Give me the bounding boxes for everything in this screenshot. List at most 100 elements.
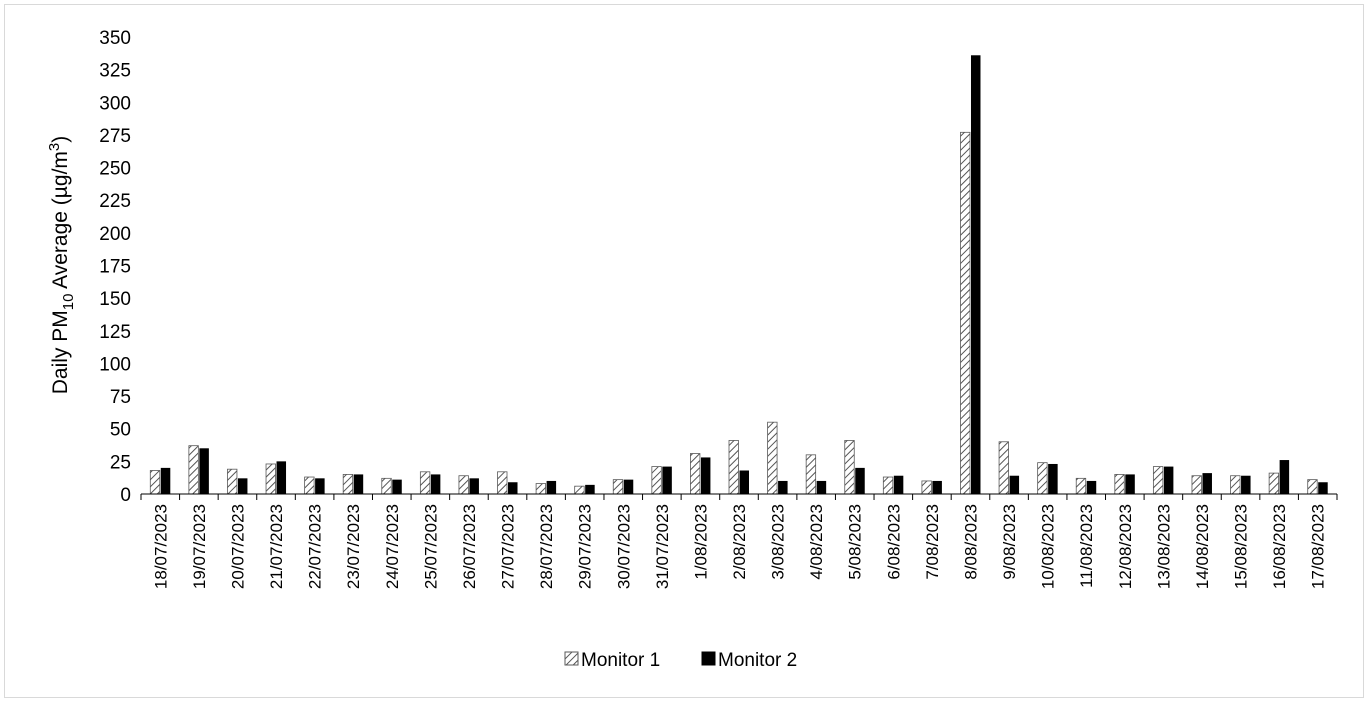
bar-monitor-2 <box>1086 480 1097 494</box>
x-tick-label: 30/07/2023 <box>614 504 633 589</box>
x-tick-label: 16/08/2023 <box>1270 504 1289 589</box>
y-tick-label: 25 <box>110 452 131 473</box>
x-tick-label: 20/07/2023 <box>228 504 247 589</box>
x-tick-label: 29/07/2023 <box>576 504 595 589</box>
x-axis <box>140 493 1338 500</box>
x-tick-label: 27/07/2023 <box>499 504 518 589</box>
x-tick-label: 3/08/2023 <box>769 504 788 580</box>
bar-monitor-1 <box>612 479 624 495</box>
bar-monitor-2 <box>1009 475 1020 494</box>
bar-monitor-1 <box>265 463 276 495</box>
bar-monitor-1 <box>1230 475 1241 495</box>
bar-monitor-2 <box>160 467 171 494</box>
x-tick-label: 12/08/2023 <box>1116 504 1135 589</box>
bar-monitor-2 <box>623 479 634 494</box>
x-tick-label: 6/08/2023 <box>884 504 903 580</box>
x-tick-label: 13/08/2023 <box>1154 504 1173 589</box>
bar-monitor-2 <box>1048 463 1058 494</box>
bar-monitor-1 <box>921 480 932 495</box>
bar-monitor-2 <box>1202 473 1212 494</box>
x-tick-label: 15/08/2023 <box>1232 504 1251 589</box>
y-tick-label: 275 <box>99 126 131 147</box>
bar-monitor-2 <box>700 457 711 494</box>
legend: Monitor 1 Monitor 2 <box>564 650 797 671</box>
bar-monitor-2 <box>855 467 865 494</box>
x-tick-label: 18/07/2023 <box>151 504 170 589</box>
bar-monitor-1 <box>651 466 662 495</box>
y-tick-label: 225 <box>99 191 131 212</box>
y-tick-label: 325 <box>99 61 131 82</box>
bar-monitor-2 <box>970 55 981 494</box>
x-tick-label: 25/07/2023 <box>421 504 440 589</box>
y-tick-label: 125 <box>99 322 131 343</box>
x-tick-label: 8/08/2023 <box>961 504 980 580</box>
bar-monitor-2 <box>816 480 827 494</box>
x-tick-label: 22/07/2023 <box>306 504 325 589</box>
legend-swatch-monitor-2 <box>701 651 716 666</box>
x-tick-label: 19/07/2023 <box>190 504 209 589</box>
bar-monitor-2 <box>392 479 402 494</box>
x-tick-label: 9/08/2023 <box>1000 504 1019 580</box>
bar-monitor-2 <box>276 461 287 494</box>
bar-monitor-1 <box>149 470 161 495</box>
bar-monitor-1 <box>960 131 971 495</box>
bar-monitor-2 <box>469 478 479 494</box>
bar-monitor-1 <box>1037 462 1048 495</box>
bar-monitor-1 <box>1075 477 1087 495</box>
legend-swatch-monitor-1 <box>564 651 579 666</box>
bar-monitor-2 <box>662 466 672 494</box>
y-tick-label: 100 <box>99 354 131 375</box>
bar-monitor-1 <box>497 471 508 495</box>
chart-frame <box>4 4 1364 698</box>
bar-monitor-2 <box>315 478 325 494</box>
bar-monitor-1 <box>458 475 469 495</box>
y-tick-label: 350 <box>99 28 131 49</box>
y-tick-label: 300 <box>99 93 131 114</box>
x-tick-label: 26/07/2023 <box>460 504 479 589</box>
x-tick-label: 24/07/2023 <box>383 504 402 589</box>
bar-monitor-1 <box>998 441 1009 495</box>
bars <box>149 55 1328 495</box>
y-tick-label: 75 <box>110 387 131 408</box>
bar-monitor-1 <box>1114 474 1125 495</box>
x-tick-label: 28/07/2023 <box>537 504 556 589</box>
x-tick-label: 1/08/2023 <box>691 504 710 580</box>
bar-monitor-2 <box>1125 474 1135 494</box>
bar-monitor-1 <box>419 471 431 495</box>
y-tick-label: 175 <box>99 257 131 278</box>
bar-monitor-2 <box>1163 466 1174 494</box>
bar-monitor-1 <box>882 476 894 495</box>
bar-monitor-2 <box>932 480 942 494</box>
bar-monitor-1 <box>304 476 315 495</box>
bar-monitor-2 <box>893 475 904 494</box>
x-tick-label: 23/07/2023 <box>344 504 363 589</box>
bar-monitor-2 <box>1241 475 1251 494</box>
x-tick-label: 2/08/2023 <box>730 504 749 580</box>
y-tick-label: 0 <box>120 485 131 506</box>
bar-monitor-1 <box>381 477 392 495</box>
bar-monitor-1 <box>342 474 354 495</box>
y-tick-label: 150 <box>99 289 131 310</box>
bar-monitor-1 <box>1268 472 1280 495</box>
x-axis-labels: 18/07/2023 19/07/2023 20/07/2023 21/07/2023… <box>151 504 1327 589</box>
x-tick-label: 17/08/2023 <box>1309 504 1328 589</box>
legend-label-monitor-1: Monitor 1 <box>581 650 660 671</box>
x-tick-label: 4/08/2023 <box>807 504 826 580</box>
bar-monitor-2 <box>237 478 248 494</box>
bar-monitor-1 <box>728 440 739 495</box>
bar-monitor-1 <box>844 440 855 495</box>
bar-monitor-1 <box>574 485 585 495</box>
x-tick-label: 11/08/2023 <box>1077 504 1096 588</box>
y-axis-ticks: 0 25 50 75 100 125 150 175 200 225 250 275 300 325 350 <box>99 28 131 506</box>
bar-monitor-2 <box>199 448 209 494</box>
x-tick-label: 10/08/2023 <box>1039 504 1058 589</box>
legend-label-monitor-2: Monitor 2 <box>718 650 797 671</box>
bar-monitor-2 <box>778 480 788 494</box>
x-tick-label: 7/08/2023 <box>923 504 942 580</box>
x-tick-label: 21/07/2023 <box>267 504 286 589</box>
bar-monitor-1 <box>805 454 817 495</box>
bar-monitor-2 <box>585 484 595 494</box>
x-tick-label: 5/08/2023 <box>846 504 865 580</box>
bar-monitor-1 <box>767 421 778 495</box>
bar-monitor-1 <box>1191 475 1202 495</box>
